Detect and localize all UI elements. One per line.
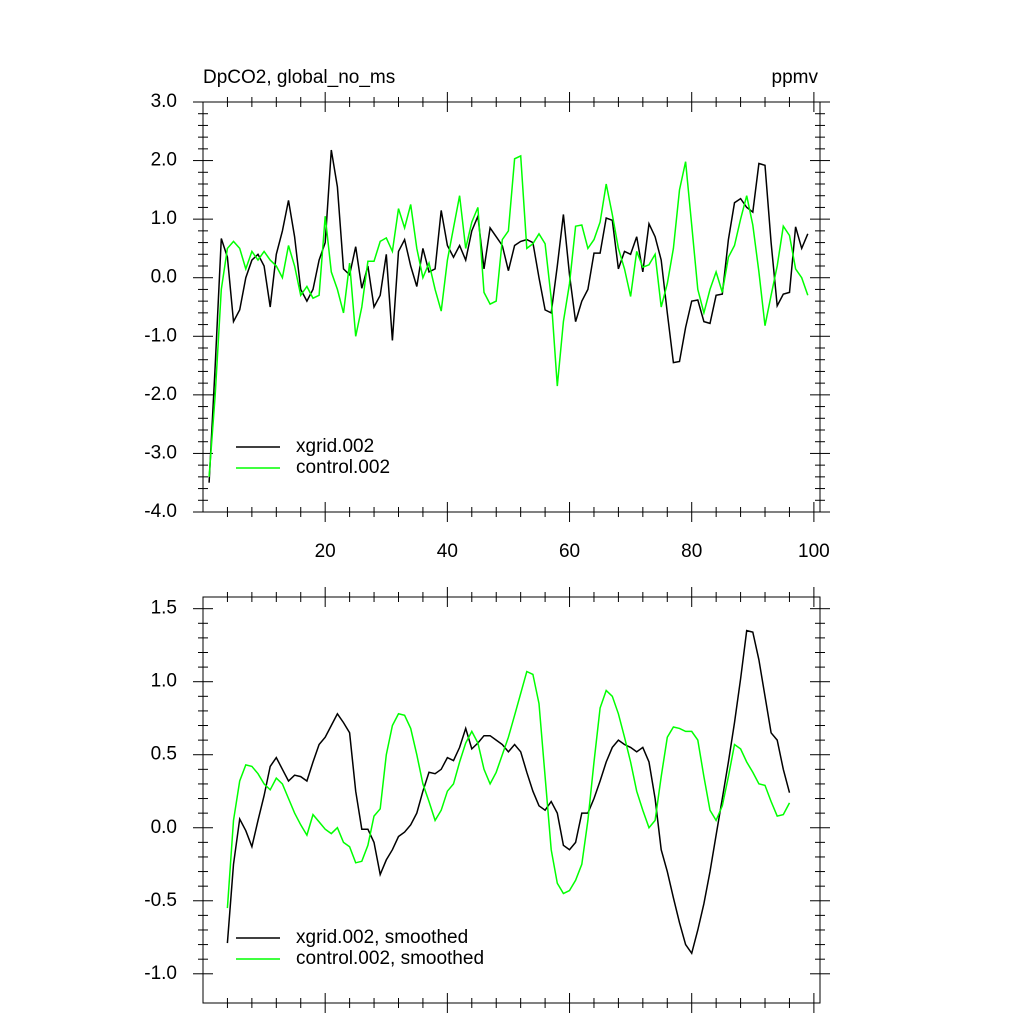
x-tick-label: 100 [798,541,830,562]
plot-frame [202,101,821,513]
legend-label: control.002 [296,457,390,478]
legend-label: xgrid.002 [296,436,374,457]
x-tick-label: 20 [315,541,336,562]
y-tick-label: 3.0 [151,91,177,112]
legend-label: xgrid.002, smoothed [296,927,468,948]
y-tick-label: 1.0 [151,671,177,692]
data-line [208,149,809,483]
data-line [208,154,809,477]
plot-frame [202,596,821,1004]
y-tick-label: -3.0 [144,442,177,463]
data-line [226,670,791,909]
y-tick-label: 0.0 [151,267,177,288]
chart-title: DpCO2, global_no_ms [203,67,395,88]
x-tick-label: 80 [681,541,702,562]
x-tick-label: 40 [437,541,458,562]
y-tick-label: 0.0 [151,817,177,838]
data-line [226,629,791,956]
y-tick-label: 2.0 [151,150,177,171]
y-tick-label: 1.0 [151,208,177,229]
y-tick-label: 1.5 [151,598,177,619]
legend-label: control.002, smoothed [296,948,484,969]
x-tick-label: 60 [559,541,580,562]
y-tick-label: 0.5 [151,744,177,765]
y-tick-label: -4.0 [144,501,177,522]
y-tick-label: -2.0 [144,384,177,405]
y-tick-label: -1.0 [144,325,177,346]
units-label: ppmv [772,67,819,88]
y-tick-label: -0.5 [144,890,177,911]
y-tick-label: -1.0 [144,963,177,984]
